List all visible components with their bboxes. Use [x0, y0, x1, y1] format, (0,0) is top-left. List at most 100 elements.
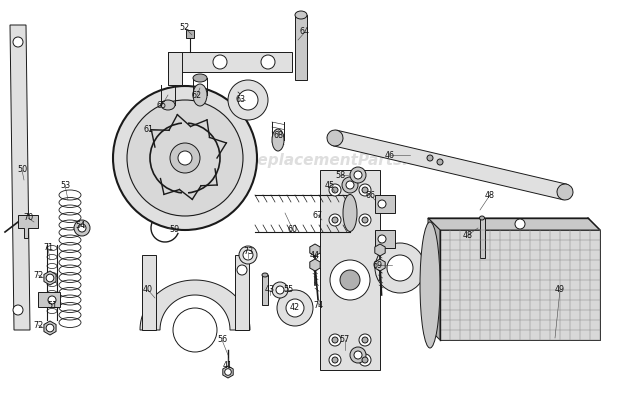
- Text: 52: 52: [180, 23, 190, 32]
- Text: 69: 69: [373, 261, 383, 270]
- Text: 56: 56: [217, 335, 227, 345]
- Polygon shape: [310, 244, 320, 256]
- Bar: [375, 195, 395, 213]
- Text: 68: 68: [273, 131, 283, 139]
- Text: 54: 54: [75, 221, 85, 230]
- Circle shape: [378, 200, 386, 208]
- Text: 50: 50: [17, 166, 27, 175]
- Text: 74: 74: [313, 301, 323, 310]
- Circle shape: [387, 255, 413, 281]
- Circle shape: [329, 184, 341, 196]
- Text: 67: 67: [313, 211, 323, 219]
- Text: 70: 70: [23, 213, 33, 223]
- Circle shape: [46, 274, 54, 282]
- Text: 43: 43: [265, 286, 275, 295]
- Circle shape: [332, 357, 338, 363]
- Text: 41: 41: [223, 360, 233, 369]
- Circle shape: [78, 224, 86, 232]
- Bar: [186, 30, 194, 38]
- Polygon shape: [223, 366, 233, 378]
- Ellipse shape: [272, 129, 284, 151]
- Bar: [480, 218, 485, 258]
- Text: 64: 64: [300, 27, 310, 36]
- Polygon shape: [44, 321, 56, 335]
- Bar: [142, 255, 156, 330]
- Bar: [295, 15, 307, 80]
- Polygon shape: [375, 244, 385, 256]
- Circle shape: [277, 290, 313, 326]
- Polygon shape: [428, 218, 440, 340]
- Circle shape: [362, 337, 368, 343]
- Circle shape: [178, 151, 192, 165]
- Circle shape: [362, 187, 368, 193]
- Ellipse shape: [343, 194, 357, 232]
- Text: 62: 62: [192, 91, 202, 99]
- Circle shape: [224, 369, 231, 375]
- Text: 58: 58: [335, 171, 345, 179]
- Text: 60: 60: [288, 225, 298, 234]
- Circle shape: [173, 308, 217, 352]
- Circle shape: [170, 143, 200, 173]
- Circle shape: [332, 187, 338, 193]
- Text: 45: 45: [325, 181, 335, 190]
- Circle shape: [243, 250, 253, 260]
- Circle shape: [329, 214, 341, 226]
- Polygon shape: [320, 170, 380, 370]
- Text: 71: 71: [43, 244, 53, 253]
- Polygon shape: [310, 259, 320, 271]
- Text: 49: 49: [555, 286, 565, 295]
- Text: 73: 73: [243, 248, 253, 257]
- Bar: [440, 230, 600, 340]
- Circle shape: [359, 334, 371, 346]
- Text: 44: 44: [310, 251, 320, 259]
- Polygon shape: [168, 52, 182, 85]
- Text: 42: 42: [290, 303, 300, 312]
- Ellipse shape: [161, 100, 175, 110]
- Text: 57: 57: [340, 335, 350, 345]
- Circle shape: [228, 80, 268, 120]
- Text: 63: 63: [235, 95, 245, 105]
- Bar: [38, 292, 60, 307]
- Circle shape: [213, 55, 227, 69]
- Polygon shape: [140, 280, 250, 330]
- Circle shape: [238, 90, 258, 110]
- Circle shape: [332, 217, 338, 223]
- Text: 72: 72: [33, 270, 43, 280]
- Circle shape: [286, 299, 304, 317]
- Text: 46: 46: [385, 150, 395, 160]
- Circle shape: [437, 159, 443, 165]
- Circle shape: [239, 246, 257, 264]
- Text: 72: 72: [33, 320, 43, 329]
- Text: eReplacementParts.com: eReplacementParts.com: [236, 152, 444, 168]
- Circle shape: [13, 37, 23, 47]
- Circle shape: [362, 217, 368, 223]
- Circle shape: [74, 220, 90, 236]
- Text: 66: 66: [365, 190, 375, 200]
- Text: 61: 61: [143, 126, 153, 135]
- Text: 48: 48: [463, 230, 473, 240]
- Circle shape: [13, 305, 23, 315]
- Circle shape: [375, 243, 425, 293]
- Polygon shape: [44, 271, 56, 285]
- Circle shape: [329, 334, 341, 346]
- Circle shape: [359, 354, 371, 366]
- Circle shape: [330, 260, 370, 300]
- Circle shape: [359, 184, 371, 196]
- Ellipse shape: [295, 11, 307, 19]
- Polygon shape: [375, 259, 385, 271]
- Circle shape: [272, 282, 288, 298]
- Circle shape: [237, 265, 247, 275]
- Ellipse shape: [479, 216, 484, 220]
- Bar: [235, 255, 249, 330]
- Bar: [375, 230, 395, 248]
- Circle shape: [359, 214, 371, 226]
- Circle shape: [342, 177, 358, 193]
- Circle shape: [350, 167, 366, 183]
- Polygon shape: [333, 130, 567, 200]
- Circle shape: [354, 171, 362, 179]
- Polygon shape: [428, 218, 600, 230]
- Bar: [262, 275, 268, 305]
- Ellipse shape: [262, 273, 268, 277]
- Circle shape: [332, 337, 338, 343]
- Ellipse shape: [193, 74, 207, 82]
